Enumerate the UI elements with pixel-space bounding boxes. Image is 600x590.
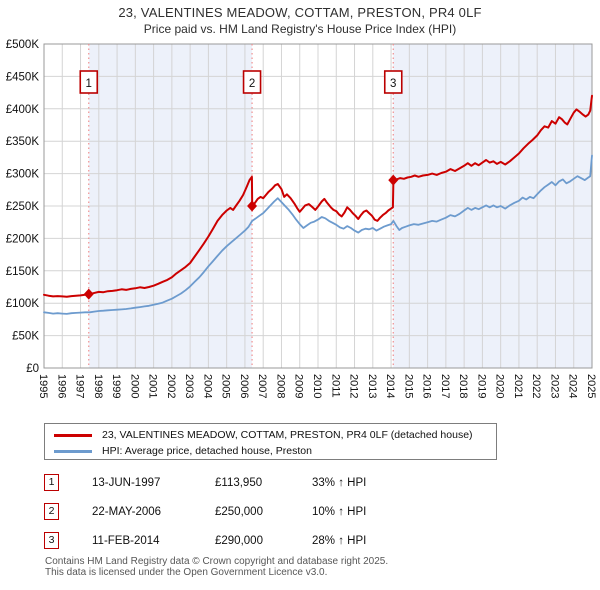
hpi-line-swatch: [54, 449, 92, 453]
x-tick-2007: 2007: [256, 374, 268, 398]
x-tick-2024: 2024: [567, 374, 579, 398]
plot-border: [43, 43, 593, 369]
copyright-line: Contains HM Land Registry data © Crown c…: [45, 556, 389, 567]
sale-hpi-comparison-2: 10% ↑ HPI: [312, 506, 367, 518]
y-tick-£300K: £300K: [6, 169, 40, 181]
x-tick-1995: 1995: [37, 374, 49, 398]
transaction-row-2: 2 22-MAY-2006 £250,000 10% ↑ HPI: [44, 503, 564, 521]
legend-label-hpi: HPI: Average price, detached house, Pres…: [102, 445, 312, 457]
x-tick-2018: 2018: [457, 374, 469, 398]
transaction-row-3: 3 11-FEB-2014 £290,000 28% ↑ HPI: [44, 532, 564, 550]
x-tick-2017: 2017: [439, 374, 451, 398]
x-tick-1996: 1996: [55, 374, 67, 398]
sale-number-badge-1: 1: [44, 474, 59, 491]
x-tick-2000: 2000: [128, 374, 140, 398]
page-subtitle: Price paid vs. HM Land Registry's House …: [143, 22, 457, 36]
y-tick-£500K: £500K: [6, 39, 40, 51]
price-history-chart: 1 2 3 £0 £50K £100K £150K £200K £250K £300K £350K £…: [6, 39, 597, 398]
y-tick-£450K: £450K: [6, 71, 40, 83]
x-tick-2002: 2002: [165, 374, 177, 398]
sale-marker-3: [388, 174, 399, 186]
y-tick-£0: £0: [26, 363, 39, 375]
y-tick-£350K: £350K: [6, 136, 40, 148]
x-tick-1998: 1998: [92, 374, 104, 398]
legend-item-hpi: HPI: Average price, detached house, Pres…: [54, 443, 496, 459]
sale-badge-box-1: [79, 70, 99, 94]
x-tick-2010: 2010: [311, 374, 323, 398]
chart-legend: 23, VALENTINES MEADOW, COTTAM, PRESTON, …: [44, 423, 497, 460]
sale-price-3: £290,000: [215, 535, 263, 547]
x-tick-2015: 2015: [402, 374, 414, 398]
page-title: 23, VALENTINES MEADOW, COTTAM, PRESTON, …: [118, 5, 482, 20]
x-tick-2008: 2008: [274, 374, 286, 398]
price-paid-line: [43, 94, 593, 298]
x-tick-2019: 2019: [475, 374, 487, 398]
x-tick-2011: 2011: [329, 374, 341, 398]
hpi-line: [43, 154, 593, 315]
sale-date-3: 11-FEB-2014: [92, 535, 160, 547]
x-tick-2014: 2014: [384, 374, 396, 398]
sale-number-badge-3: 3: [44, 532, 59, 549]
sale-price-2: £250,000: [215, 506, 263, 518]
y-tick-£200K: £200K: [6, 233, 40, 245]
licence-line: This data is licensed under the Open Gov…: [45, 566, 328, 578]
sale-hpi-comparison-3: 28% ↑ HPI: [312, 535, 367, 547]
y-tick-£150K: £150K: [6, 266, 40, 278]
sale-badge-box-2: [242, 70, 262, 94]
x-tick-2025: 2025: [585, 374, 597, 398]
sale-badge-label-3: 3: [390, 78, 396, 90]
sale-badge-box-3: [383, 70, 403, 94]
price-paid-line-swatch: [54, 433, 92, 437]
sale-marker-2: [247, 200, 258, 212]
x-tick-2001: 2001: [147, 374, 159, 398]
x-tick-2012: 2012: [348, 374, 360, 398]
sale-badge-label-2: 2: [249, 78, 255, 90]
y-tick-£50K: £50K: [12, 331, 39, 343]
sale-date-2: 22-MAY-2006: [92, 506, 162, 518]
sale-date-1: 13-JUN-1997: [92, 477, 161, 489]
legend-label-price-paid: 23, VALENTINES MEADOW, COTTAM, PRESTON, …: [102, 429, 473, 441]
y-tick-£100K: £100K: [6, 298, 40, 310]
x-tick-1997: 1997: [74, 374, 86, 398]
transaction-row-1: 1 13-JUN-1997 £113,950 33% ↑ HPI: [44, 474, 564, 492]
sale-price-1: £113,950: [215, 477, 263, 489]
x-tick-2009: 2009: [293, 374, 305, 398]
x-tick-1999: 1999: [110, 374, 122, 398]
x-tick-2022: 2022: [530, 374, 542, 398]
sale-marker-1: [83, 288, 94, 300]
license-footer: Contains HM Land Registry data © Crown c…: [45, 556, 389, 578]
legend-item-price-paid: 23, VALENTINES MEADOW, COTTAM, PRESTON, …: [54, 427, 496, 443]
x-tick-2005: 2005: [220, 374, 232, 398]
sale-number-badge-2: 2: [44, 503, 59, 520]
x-tick-2003: 2003: [183, 374, 195, 398]
x-tick-2004: 2004: [201, 374, 213, 398]
y-tick-£250K: £250K: [6, 201, 40, 213]
sale-badge-label-1: 1: [86, 78, 92, 90]
x-tick-2013: 2013: [366, 374, 378, 398]
x-tick-2016: 2016: [421, 374, 433, 398]
x-tick-2020: 2020: [494, 374, 506, 398]
x-tick-2021: 2021: [512, 374, 524, 398]
y-tick-£400K: £400K: [6, 104, 40, 116]
x-tick-2023: 2023: [548, 374, 560, 398]
x-tick-2006: 2006: [238, 374, 250, 398]
sale-hpi-comparison-1: 33% ↑ HPI: [312, 477, 367, 489]
